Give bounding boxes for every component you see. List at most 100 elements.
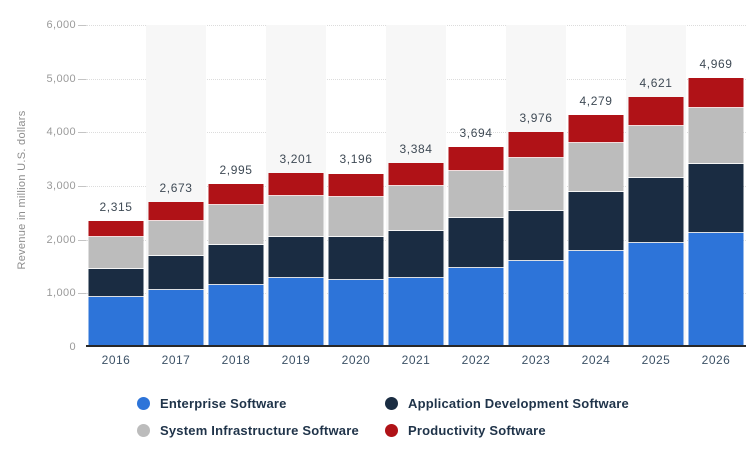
bar-segment-enterprise-software-2022[interactable] — [448, 267, 504, 345]
legend-item-system-infrastructure-software[interactable]: System Infrastructure Software — [137, 423, 385, 438]
bar-segment-productivity-software-2021[interactable] — [388, 163, 444, 186]
bar-segment-application-development-software-2017[interactable] — [148, 255, 204, 291]
chart-column-2024: 4,279 — [566, 25, 626, 345]
y-tick-mark — [78, 293, 86, 295]
bar-segment-system-infrastructure-software-2026[interactable] — [688, 107, 744, 164]
stacked-bar-2018[interactable] — [208, 184, 264, 345]
stacked-bar-2026[interactable] — [688, 78, 744, 345]
x-axis-label-2021: 2021 — [401, 353, 431, 367]
x-axis-labels: 2016 2017 2018 2019 2020 2021 2022 2023 2024 2025… — [86, 353, 746, 367]
bar-segment-productivity-software-2018[interactable] — [208, 184, 264, 205]
chart-column-2021: 3,384 — [386, 25, 446, 345]
bar-segment-enterprise-software-2018[interactable] — [208, 285, 264, 345]
x-axis-label-2020: 2020 — [341, 353, 371, 367]
bar-total-label: 4,621 — [639, 76, 673, 91]
bar-total-label: 3,694 — [459, 125, 493, 140]
bar-segment-enterprise-software-2026[interactable] — [688, 232, 744, 345]
bar-segment-application-development-software-2022[interactable] — [448, 218, 504, 268]
stacked-bar-2022[interactable] — [448, 146, 504, 345]
bar-segment-application-development-software-2024[interactable] — [568, 192, 624, 252]
x-axis-label-2025: 2025 — [641, 353, 671, 367]
bar-segment-application-development-software-2019[interactable] — [268, 237, 324, 279]
bar-segment-productivity-software-2024[interactable] — [568, 115, 624, 143]
bar-segment-system-infrastructure-software-2018[interactable] — [208, 204, 264, 245]
chart-column-2016: 2,315 — [86, 25, 146, 345]
stacked-bar-2024[interactable] — [568, 115, 624, 345]
legend-item-enterprise-software[interactable]: Enterprise Software — [137, 396, 385, 411]
stacked-bar-2019[interactable] — [268, 173, 324, 345]
y-tick-mark — [78, 78, 86, 80]
bar-segment-system-infrastructure-software-2025[interactable] — [628, 126, 684, 179]
bar-segment-productivity-software-2025[interactable] — [628, 97, 684, 127]
bar-segment-system-infrastructure-software-2020[interactable] — [328, 196, 384, 237]
legend-dot-icon — [385, 397, 398, 410]
stacked-bar-2017[interactable] — [148, 201, 204, 345]
bar-total-label: 2,995 — [219, 163, 253, 178]
bar-segment-productivity-software-2023[interactable] — [508, 131, 564, 159]
bar-segment-application-development-software-2021[interactable] — [388, 230, 444, 278]
chart-column-2017: 2,673 — [146, 25, 206, 345]
bar-total-label: 3,976 — [519, 110, 553, 125]
legend: Enterprise Software Application Developme… — [137, 396, 629, 438]
legend-item-productivity-software[interactable]: Productivity Software — [385, 423, 629, 438]
bar-segment-system-infrastructure-software-2023[interactable] — [508, 158, 564, 211]
chart-column-2020: 3,196 — [326, 25, 386, 345]
bar-segment-productivity-software-2022[interactable] — [448, 146, 504, 172]
bar-segment-application-development-software-2023[interactable] — [508, 210, 564, 261]
bar-segment-enterprise-software-2023[interactable] — [508, 260, 564, 345]
y-tick-label: 2,000 — [46, 233, 76, 246]
stacked-bar-2021[interactable] — [388, 163, 444, 345]
legend-label: Productivity Software — [408, 423, 546, 438]
bar-segment-productivity-software-2017[interactable] — [148, 201, 204, 222]
y-tick-label: 0 — [69, 341, 76, 353]
bar-total-label: 2,315 — [99, 199, 133, 214]
bar-segment-system-infrastructure-software-2022[interactable] — [448, 171, 504, 219]
y-tick-mark — [78, 239, 86, 241]
bar-total-label: 3,196 — [339, 152, 373, 167]
bar-segment-system-infrastructure-software-2024[interactable] — [568, 142, 624, 193]
bar-segment-system-infrastructure-software-2017[interactable] — [148, 221, 204, 256]
bar-segment-application-development-software-2026[interactable] — [688, 163, 744, 233]
bar-segment-application-development-software-2018[interactable] — [208, 244, 264, 286]
bar-segment-enterprise-software-2024[interactable] — [568, 251, 624, 345]
stacked-bar-2025[interactable] — [628, 97, 684, 345]
legend-dot-icon — [137, 397, 150, 410]
chart-column-2023: 3,976 — [506, 25, 566, 345]
bar-segment-enterprise-software-2019[interactable] — [268, 278, 324, 345]
bar-segment-system-infrastructure-software-2016[interactable] — [88, 236, 144, 270]
bar-segment-enterprise-software-2025[interactable] — [628, 242, 684, 345]
stacked-bar-2023[interactable] — [508, 131, 564, 345]
bar-segment-productivity-software-2020[interactable] — [328, 173, 384, 197]
bar-segment-system-infrastructure-software-2021[interactable] — [388, 185, 444, 231]
y-tick-label: 3,000 — [46, 180, 76, 192]
bar-segment-application-development-software-2016[interactable] — [88, 269, 144, 297]
y-tick-mark — [78, 132, 86, 134]
bar-total-label: 3,384 — [399, 142, 433, 157]
bar-segment-system-infrastructure-software-2019[interactable] — [268, 195, 324, 238]
x-axis-label-2024: 2024 — [581, 353, 611, 367]
x-axis-label-2026: 2026 — [701, 353, 731, 367]
bar-segment-enterprise-software-2020[interactable] — [328, 280, 384, 345]
y-tick-mark — [78, 25, 86, 26]
bar-segment-enterprise-software-2016[interactable] — [88, 296, 144, 345]
stacked-bar-2020[interactable] — [328, 173, 384, 345]
bar-segment-enterprise-software-2021[interactable] — [388, 277, 444, 345]
y-tick-mark — [78, 186, 86, 187]
x-axis-label-2022: 2022 — [461, 353, 491, 367]
legend-dot-icon — [385, 424, 398, 437]
stacked-bar-2016[interactable] — [88, 220, 144, 345]
bar-segment-productivity-software-2016[interactable] — [88, 220, 144, 237]
bar-total-label: 2,673 — [159, 180, 193, 195]
bar-segment-application-development-software-2025[interactable] — [628, 178, 684, 243]
chart-column-2025: 4,621 — [626, 25, 686, 345]
y-tick-label: 1,000 — [46, 287, 76, 300]
x-axis-label-2017: 2017 — [161, 353, 191, 367]
x-axis-label-2023: 2023 — [521, 353, 551, 367]
legend-item-application-development-software[interactable]: Application Development Software — [385, 396, 629, 411]
y-tick-label: 4,000 — [46, 126, 76, 139]
bar-segment-enterprise-software-2017[interactable] — [148, 290, 204, 345]
bar-segment-application-development-software-2020[interactable] — [328, 236, 384, 281]
bar-segment-productivity-software-2026[interactable] — [688, 78, 744, 108]
bar-segment-productivity-software-2019[interactable] — [268, 173, 324, 196]
